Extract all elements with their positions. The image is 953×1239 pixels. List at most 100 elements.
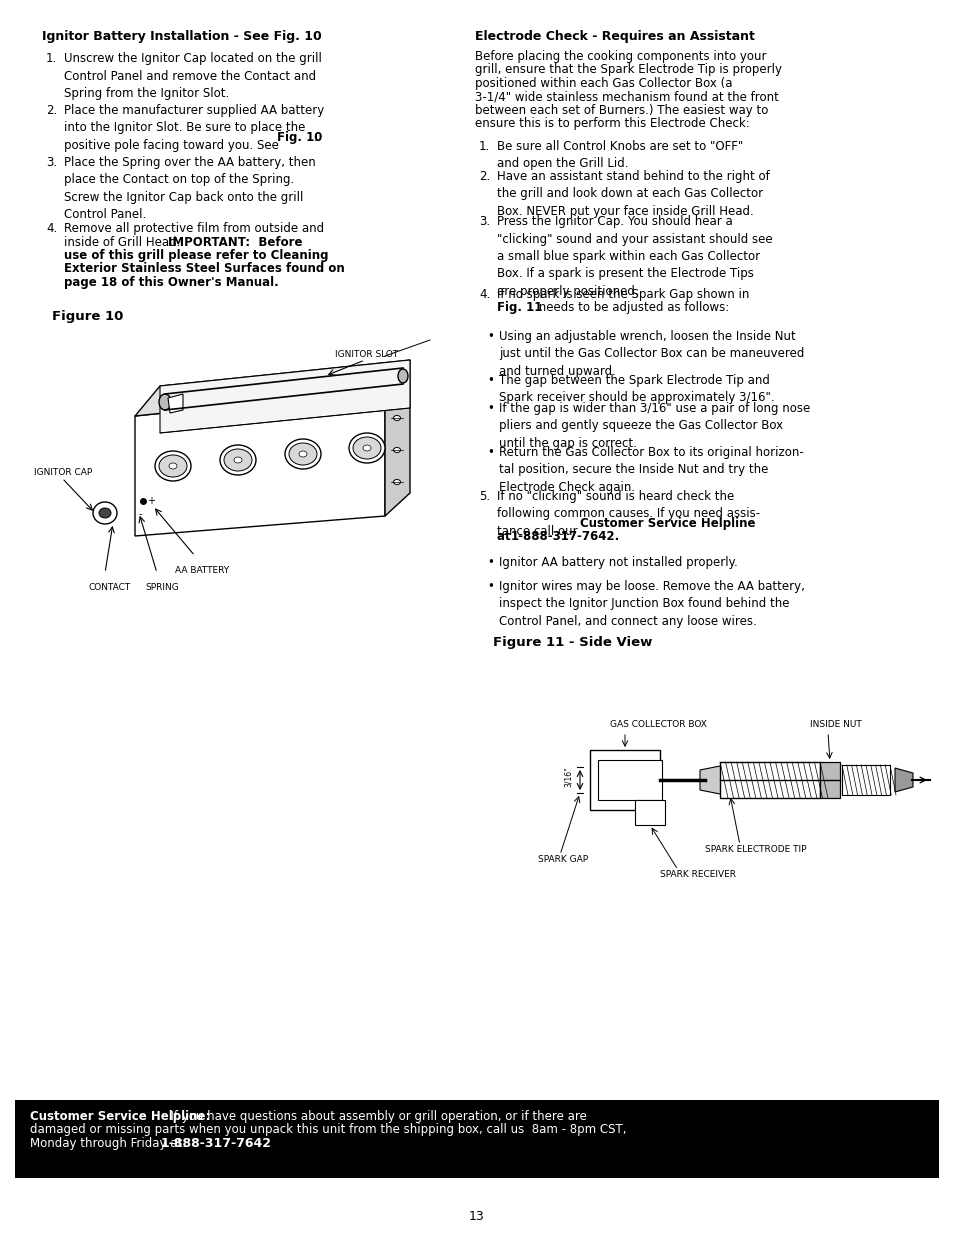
Text: 1-888-317-7642.: 1-888-317-7642. — [511, 530, 619, 544]
Text: Using an adjustable wrench, loosen the Inside Nut
just until the Gas Collector B: Using an adjustable wrench, loosen the I… — [498, 330, 803, 378]
Text: GAS COLLECTOR BOX: GAS COLLECTOR BOX — [609, 720, 706, 729]
Ellipse shape — [289, 444, 316, 465]
Text: Customer Service Helpline:: Customer Service Helpline: — [30, 1110, 211, 1123]
Text: •: • — [486, 580, 494, 593]
Text: grill, ensure that the Spark Electrode Tip is properly: grill, ensure that the Spark Electrode T… — [475, 63, 781, 77]
Text: between each set of Burners.) The easiest way to: between each set of Burners.) The easies… — [475, 104, 767, 116]
Text: Remove all protective film from outside and: Remove all protective film from outside … — [64, 222, 324, 235]
Polygon shape — [15, 1100, 938, 1178]
Text: Press the Ignitor Cap. You should hear a
"clicking" sound and your assistant sho: Press the Ignitor Cap. You should hear a… — [497, 216, 772, 299]
Text: 4.: 4. — [478, 287, 490, 301]
Ellipse shape — [298, 451, 307, 457]
Text: 3-1/4" wide stainless mechanism found at the front: 3-1/4" wide stainless mechanism found at… — [475, 90, 778, 104]
Ellipse shape — [349, 432, 385, 463]
Text: IGNITOR SLOT: IGNITOR SLOT — [335, 349, 397, 359]
Ellipse shape — [169, 463, 177, 470]
Text: ensure this is to perform this Electrode Check:: ensure this is to perform this Electrode… — [475, 118, 749, 130]
Text: .: . — [314, 131, 317, 144]
Ellipse shape — [397, 369, 408, 383]
Text: •: • — [486, 401, 494, 415]
Text: -: - — [139, 509, 142, 519]
Text: If the gap is wider than 3/16" use a pair of long nose
pliers and gently squeeze: If the gap is wider than 3/16" use a pai… — [498, 401, 809, 450]
Ellipse shape — [92, 502, 117, 524]
Text: 5.: 5. — [478, 489, 490, 503]
Polygon shape — [635, 800, 664, 825]
Text: 1-888-317-7642: 1-888-317-7642 — [161, 1137, 272, 1150]
Text: at: at — [497, 530, 515, 544]
Text: •: • — [486, 330, 494, 343]
Ellipse shape — [285, 439, 320, 470]
Ellipse shape — [99, 508, 111, 518]
Ellipse shape — [363, 445, 371, 451]
Polygon shape — [168, 394, 183, 413]
Polygon shape — [894, 768, 912, 792]
Text: Return the Gas Collector Box to its original horizon-
tal position, secure the I: Return the Gas Collector Box to its orig… — [498, 446, 803, 494]
Ellipse shape — [353, 437, 380, 458]
Text: AA BATTERY: AA BATTERY — [174, 566, 229, 575]
Text: INSIDE NUT: INSIDE NUT — [809, 720, 861, 729]
Polygon shape — [135, 361, 410, 416]
Text: IGNITOR CAP: IGNITOR CAP — [34, 468, 92, 477]
Text: If no spark is seen the Spark Gap shown in: If no spark is seen the Spark Gap shown … — [497, 287, 749, 301]
Text: Ignitor AA battery not installed properly.: Ignitor AA battery not installed properl… — [498, 556, 737, 569]
Text: The gap between the Spark Electrode Tip and
Spark receiver should be approximate: The gap between the Spark Electrode Tip … — [498, 374, 774, 404]
Text: Figure 11 - Side View: Figure 11 - Side View — [493, 636, 652, 649]
Text: •: • — [486, 446, 494, 458]
Text: page 18 of this Owner's Manual.: page 18 of this Owner's Manual. — [64, 276, 278, 289]
Text: damaged or missing parts when you unpack this unit from the shipping box, call u: damaged or missing parts when you unpack… — [30, 1124, 626, 1136]
Text: Place the manufacturer supplied AA battery
into the Ignitor Slot. Be sure to pla: Place the manufacturer supplied AA batte… — [64, 104, 324, 152]
Text: •: • — [486, 556, 494, 569]
Text: Fig. 11: Fig. 11 — [497, 301, 542, 315]
Polygon shape — [841, 764, 889, 795]
Text: 3.: 3. — [478, 216, 490, 228]
Text: Be sure all Control Knobs are set to "OFF"
and open the Grill Lid.: Be sure all Control Knobs are set to "OF… — [497, 140, 742, 171]
Text: SPARK ELECTRODE TIP: SPARK ELECTRODE TIP — [704, 845, 805, 854]
Text: 2.: 2. — [478, 170, 490, 183]
Text: use of this grill please refer to Cleaning: use of this grill please refer to Cleani… — [64, 249, 328, 261]
Ellipse shape — [159, 394, 171, 410]
Ellipse shape — [393, 479, 400, 484]
Polygon shape — [598, 760, 661, 800]
Polygon shape — [820, 762, 840, 798]
Text: positioned within each Gas Collector Box (a: positioned within each Gas Collector Box… — [475, 77, 732, 90]
Text: 1.: 1. — [478, 140, 490, 152]
Text: 1.: 1. — [46, 52, 57, 64]
Text: SPRING: SPRING — [145, 584, 178, 592]
Ellipse shape — [233, 457, 242, 463]
Text: 3.: 3. — [46, 156, 57, 169]
Text: Ignitor Battery Installation - See Fig. 10: Ignitor Battery Installation - See Fig. … — [42, 30, 321, 43]
Text: 4.: 4. — [46, 222, 57, 235]
Text: 13: 13 — [469, 1211, 484, 1223]
Text: inside of Grill Head.: inside of Grill Head. — [64, 235, 188, 249]
Text: •: • — [486, 374, 494, 387]
Ellipse shape — [220, 445, 255, 475]
Text: +: + — [147, 496, 154, 506]
Polygon shape — [589, 750, 659, 810]
Ellipse shape — [154, 451, 191, 481]
Text: 3/16": 3/16" — [563, 767, 572, 787]
Text: If you have questions about assembly or grill operation, or if there are: If you have questions about assembly or … — [163, 1110, 586, 1123]
Ellipse shape — [159, 455, 187, 477]
Text: Figure 10: Figure 10 — [52, 310, 123, 323]
Polygon shape — [160, 361, 410, 432]
Text: Before placing the cooking components into your: Before placing the cooking components in… — [475, 50, 765, 63]
Polygon shape — [385, 361, 410, 515]
Text: Exterior Stainless Steel Surfaces found on: Exterior Stainless Steel Surfaces found … — [64, 263, 344, 275]
Text: Ignitor wires may be loose. Remove the AA battery,
inspect the Ignitor Junction : Ignitor wires may be loose. Remove the A… — [498, 580, 804, 628]
Text: 2.: 2. — [46, 104, 57, 116]
Text: Fig. 10: Fig. 10 — [276, 131, 322, 144]
Text: SPARK RECEIVER: SPARK RECEIVER — [659, 870, 735, 878]
Ellipse shape — [393, 447, 400, 452]
Polygon shape — [720, 762, 820, 798]
Polygon shape — [700, 764, 724, 795]
Text: Have an assistant stand behind to the right of
the grill and look down at each G: Have an assistant stand behind to the ri… — [497, 170, 769, 218]
Ellipse shape — [393, 415, 400, 420]
Text: SPARK GAP: SPARK GAP — [537, 855, 587, 864]
Text: If no "clicking" sound is heard check the
following common causes. If you need a: If no "clicking" sound is heard check th… — [497, 489, 760, 538]
Polygon shape — [135, 390, 385, 536]
Text: Electrode Check - Requires an Assistant: Electrode Check - Requires an Assistant — [475, 30, 754, 43]
Text: IMPORTANT:  Before: IMPORTANT: Before — [168, 235, 302, 249]
Text: needs to be adjusted as follows:: needs to be adjusted as follows: — [535, 301, 728, 315]
Text: Customer Service Helpline: Customer Service Helpline — [579, 517, 755, 530]
Text: Monday through Friday at:: Monday through Friday at: — [30, 1137, 190, 1150]
